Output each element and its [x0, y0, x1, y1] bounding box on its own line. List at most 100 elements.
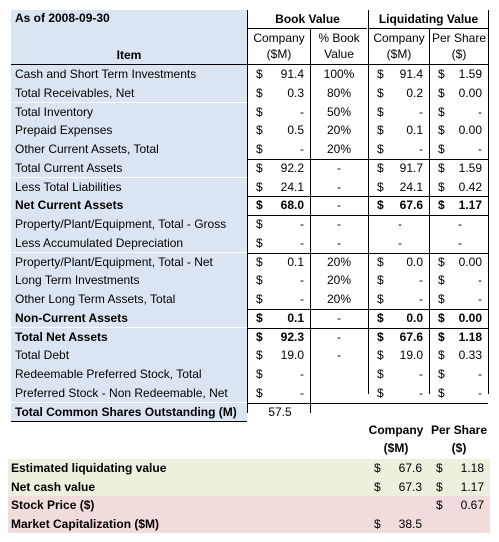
book-value-percent: 20% — [326, 254, 352, 269]
liquidating-company: - — [369, 234, 429, 253]
book-value-company-symbol: $ — [256, 385, 263, 400]
liquidating-company-value: - — [419, 292, 423, 306]
row-label: Non-Current Assets — [11, 308, 247, 328]
liquidating-company: $0.0 — [369, 309, 429, 328]
summary-per-share: $1.18 — [428, 459, 490, 478]
liquidating-per-share-symbol: $ — [438, 292, 445, 306]
liquidating-per-share-value: - — [478, 104, 482, 119]
book-value-percent: 50% — [326, 104, 352, 119]
liquidating-per-share-symbol: $ — [438, 367, 445, 381]
book-value-company-value: - — [300, 142, 304, 156]
book-value-company: $ - — [248, 271, 310, 290]
liquidating-company-symbol: $ — [377, 348, 384, 363]
liquidating-per-share-value: 1.18 — [458, 329, 482, 344]
table-row: Prepaid Expenses $0.5 20% $0.1 $0.00 — [0, 121, 499, 140]
liquidating-company-value: 0.0 — [406, 310, 423, 325]
book-value-percent: 20% — [326, 123, 352, 138]
liquidating-company-symbol: $ — [377, 254, 384, 269]
summary-per-share-value: 1.18 — [460, 461, 484, 475]
liquidating-company-value: - — [419, 367, 423, 381]
book-value-company-symbol: $ — [256, 179, 263, 194]
liquidating-company-value: 91.7 — [399, 160, 423, 175]
header-company-line2: ($M) — [266, 47, 292, 61]
row-label: Preferred Stock - Non Redeemable, Net — [11, 383, 247, 403]
book-value-percent: - — [337, 329, 341, 344]
liquidating-per-share-symbol: $ — [438, 160, 445, 175]
liquidating-company: $ - — [369, 384, 429, 403]
liquidating-per-share: $0.00 — [430, 253, 488, 272]
liquidating-per-share: - — [430, 215, 488, 234]
liquidating-per-share-value: 1.17 — [458, 198, 482, 213]
book-value-company-value: - — [300, 235, 304, 250]
liquidating-company-value: 24.1 — [399, 179, 423, 194]
liquidating-per-share: $0.42 — [430, 178, 488, 197]
liquidating-company: $0.1 — [369, 121, 429, 140]
liquidating-company-symbol: $ — [377, 367, 384, 381]
header-pct-line1: % Book — [318, 31, 360, 45]
liquidating-company-value: 67.6 — [399, 329, 423, 344]
liquidating-company: $ - — [369, 140, 429, 159]
summary-company-symbol: $ — [374, 461, 381, 475]
book-value-percent — [311, 365, 367, 384]
book-value-company: $0.3 — [248, 84, 310, 103]
row-label: Net Current Assets — [11, 196, 247, 215]
liquidating-per-share: $ - — [430, 365, 488, 384]
summary-per-share-line1: Per Share — [430, 423, 488, 437]
row-label: Total Common Shares Outstanding (M) — [11, 402, 247, 422]
table-row: Preferred Stock - Non Redeemable, Net $ - $… — [0, 383, 499, 403]
summary-per-share-symbol: $ — [436, 498, 443, 512]
header-as-of: As of 2008-09-30 — [15, 11, 110, 25]
book-value-company-value: - — [300, 292, 304, 306]
book-value-percent — [311, 384, 367, 403]
liquidating-per-share-value: 0.33 — [458, 348, 482, 363]
summary-label: Stock Price ($) — [11, 498, 95, 512]
row-label: Total Net Assets — [11, 327, 247, 347]
table-row: Other Long Term Assets, Total $ -20% $ - $ - — [0, 290, 499, 309]
book-value-company-symbol: $ — [256, 329, 263, 344]
summary-company-value: 67.6 — [398, 461, 422, 475]
row-label: Property/Plant/Equipment, Total - Gross — [11, 215, 247, 234]
book-value-company-symbol: $ — [256, 217, 263, 231]
liquidating-per-share-value: - — [478, 142, 482, 156]
book-value-company: $91.4 — [248, 65, 310, 84]
book-value-company-symbol: $ — [256, 254, 263, 269]
liquidating-company-symbol: $ — [377, 179, 384, 194]
summary-label: Net cash value — [11, 479, 96, 494]
table-row: Less Accumulated Depreciation $ - - - - — [0, 233, 499, 253]
liquidating-company: $24.1 — [369, 178, 429, 197]
summary-row: Market Capitalization ($M) $38.5 — [8, 514, 490, 533]
book-value-company-value: 24.1 — [280, 179, 304, 194]
liquidating-per-share-symbol: $ — [438, 273, 445, 288]
book-value-company: $ - — [248, 384, 310, 403]
book-value-company: 57.5 — [248, 403, 310, 422]
book-value-company-symbol: $ — [256, 85, 263, 100]
table-row: Total Debt $19.0- $19.0 $0.33 — [0, 346, 499, 365]
col-sep-liq — [368, 10, 369, 394]
book-value-company-symbol: $ — [256, 310, 263, 325]
book-value-company-value: 92.2 — [280, 160, 304, 175]
liquidating-per-share: $ - — [430, 290, 488, 309]
liquidating-per-share-symbol: $ — [438, 385, 445, 400]
liquidating-company: - — [369, 215, 429, 234]
liquidating-per-share: $1.17 — [430, 196, 488, 215]
liquidating-per-share-value: - — [458, 217, 462, 231]
liquidating-company-value: 19.0 — [399, 348, 423, 363]
book-value-company-value: 0.5 — [287, 123, 304, 138]
summary-row: Net cash value $67.3 $1.17 — [8, 477, 490, 496]
book-value-company: $ - — [248, 290, 310, 309]
liquidating-per-share: $ - — [430, 103, 488, 122]
liquidating-per-share-value: - — [478, 367, 482, 381]
liquidating-company-value: - — [398, 235, 402, 250]
header-company-line1: Company — [253, 31, 305, 45]
summary-company-symbol: $ — [374, 479, 381, 494]
liquidating-per-share-symbol: $ — [438, 254, 445, 269]
book-value-company-symbol: $ — [256, 123, 263, 138]
book-value-company: $68.0 — [248, 196, 310, 215]
liquidating-company-symbol: $ — [377, 123, 384, 138]
header-per-share-line2: ($) — [451, 47, 467, 61]
book-value-percent: - — [337, 310, 341, 325]
book-value-percent: 100% — [323, 67, 355, 81]
row-label: Total Current Assets — [11, 158, 247, 178]
summary-company: $67.6 — [366, 459, 428, 478]
row-border — [11, 327, 488, 329]
